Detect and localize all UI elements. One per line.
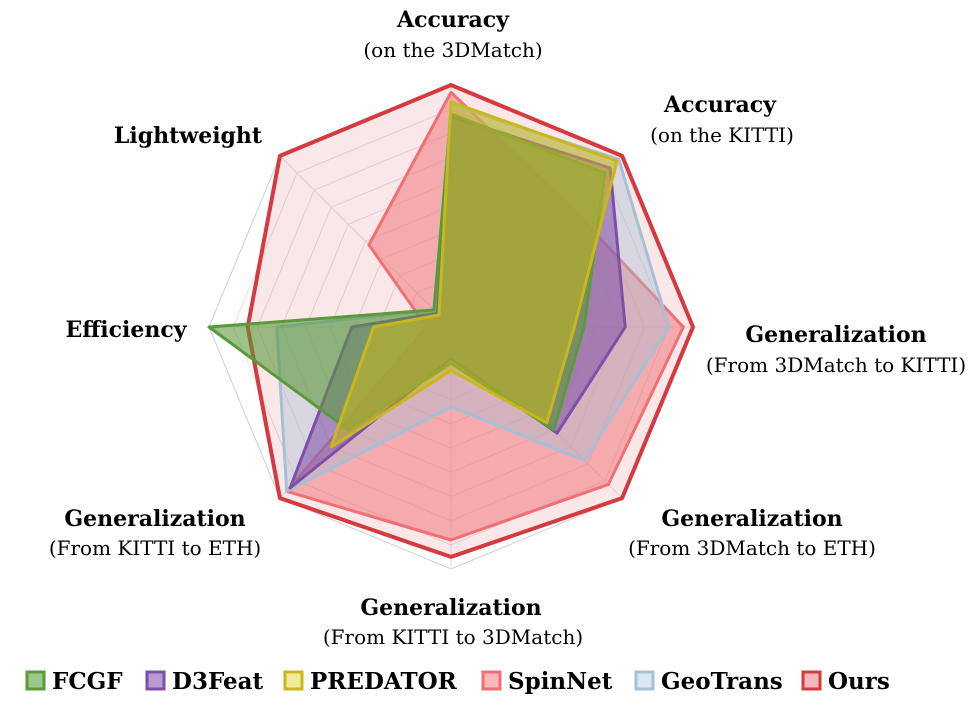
axis-labels: Accuracy (on the 3DMatch) Accuracy (on t…	[49, 7, 966, 649]
axis-title: Generalization	[745, 322, 926, 348]
legend-label: Ours	[828, 668, 890, 695]
legend-swatch	[145, 670, 166, 691]
legend-item[interactable]: SpinNet	[481, 668, 613, 695]
legend-item[interactable]: FCGF	[25, 668, 123, 695]
series-predator	[329, 100, 619, 449]
legend-item[interactable]: D3Feat	[145, 668, 264, 695]
axis-title: Accuracy	[663, 92, 777, 118]
axis-subtitle: (From KITTI to ETH)	[49, 536, 261, 560]
legend-swatch	[25, 670, 46, 691]
legend-swatch	[634, 670, 655, 691]
legend-swatch	[801, 670, 822, 691]
legend-label: FCGF	[52, 668, 123, 695]
axis-subtitle: (From KITTI to 3DMatch)	[323, 625, 583, 649]
axis-title: Generalization	[64, 506, 245, 532]
axis-subtitle: (on the 3DMatch)	[363, 38, 542, 62]
legend-swatch	[283, 670, 304, 691]
axis-title: Lightweight	[114, 123, 263, 149]
legend-label: GeoTrans	[661, 668, 783, 695]
legend: FCGF D3Feat PREDATOR SpinNet GeoTrans Ou…	[25, 668, 890, 695]
legend-label: D3Feat	[172, 668, 264, 695]
axis-subtitle: (From 3DMatch to KITTI)	[706, 353, 966, 377]
legend-swatch	[481, 670, 502, 691]
axis-subtitle: (From 3DMatch to ETH)	[628, 536, 876, 560]
axis-title: Efficiency	[65, 317, 187, 343]
legend-item[interactable]: GeoTrans	[634, 668, 783, 695]
legend-label: PREDATOR	[310, 668, 458, 695]
axis-title: Generalization	[661, 506, 842, 532]
axis-title: Accuracy	[396, 7, 510, 33]
axis-title: Generalization	[360, 595, 541, 621]
series-layer	[207, 83, 695, 559]
legend-item[interactable]: PREDATOR	[283, 668, 458, 695]
legend-label: SpinNet	[508, 668, 613, 695]
axis-subtitle: (on the KITTI)	[650, 123, 794, 147]
legend-item[interactable]: Ours	[801, 668, 890, 695]
